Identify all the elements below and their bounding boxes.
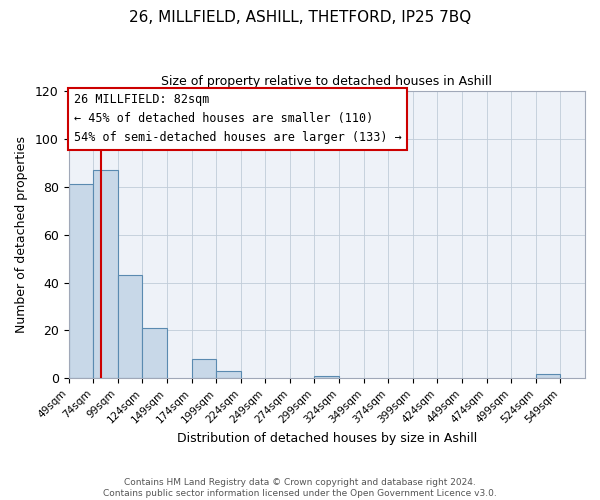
Bar xyxy=(216,372,241,378)
Bar xyxy=(191,360,216,378)
Bar xyxy=(314,376,339,378)
Title: Size of property relative to detached houses in Ashill: Size of property relative to detached ho… xyxy=(161,75,492,88)
Bar xyxy=(536,374,560,378)
Text: 26, MILLFIELD, ASHILL, THETFORD, IP25 7BQ: 26, MILLFIELD, ASHILL, THETFORD, IP25 7B… xyxy=(129,10,471,25)
Text: Contains HM Land Registry data © Crown copyright and database right 2024.
Contai: Contains HM Land Registry data © Crown c… xyxy=(103,478,497,498)
Bar xyxy=(68,184,93,378)
Text: 26 MILLFIELD: 82sqm
← 45% of detached houses are smaller (110)
54% of semi-detac: 26 MILLFIELD: 82sqm ← 45% of detached ho… xyxy=(74,94,401,144)
Bar xyxy=(118,276,142,378)
Bar xyxy=(142,328,167,378)
X-axis label: Distribution of detached houses by size in Ashill: Distribution of detached houses by size … xyxy=(176,432,477,445)
Bar xyxy=(93,170,118,378)
Y-axis label: Number of detached properties: Number of detached properties xyxy=(15,136,28,333)
